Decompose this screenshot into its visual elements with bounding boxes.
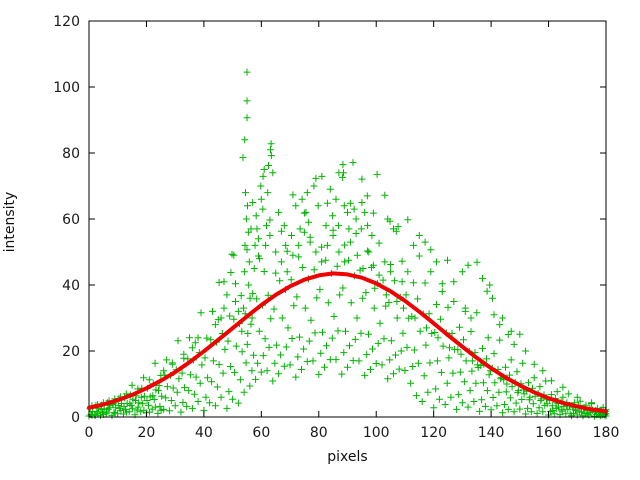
x-tick-label: 120: [420, 425, 447, 441]
x-tick-label: 180: [593, 425, 620, 441]
x-tick-label: 0: [85, 425, 94, 441]
x-tick-label: 60: [252, 425, 270, 441]
x-axis-title: pixels: [327, 449, 368, 465]
y-tick-label: 20: [62, 344, 80, 360]
y-tick-label: 80: [62, 146, 80, 162]
axes: [88, 20, 607, 418]
x-tick-label: 20: [138, 425, 156, 441]
fit-curve: [87, 271, 608, 414]
y-axis-title: intensity: [2, 191, 18, 253]
y-tick-label: 120: [53, 14, 80, 30]
y-tick-label: 100: [53, 80, 80, 96]
y-tick-label: 0: [71, 410, 80, 426]
y-tick-label: 60: [62, 212, 80, 228]
x-tick-label: 40: [195, 425, 213, 441]
scatter-points: [85, 68, 610, 420]
x-tick-label: 160: [535, 425, 562, 441]
y-tick-label: 40: [62, 278, 80, 294]
x-tick-label: 140: [478, 425, 505, 441]
tick-labels: 0 20 40 60 80 100 120 140 160 180 0 20 40 60 80 100 120: [53, 14, 619, 441]
x-tick-label: 100: [363, 425, 390, 441]
x-tick-label: 80: [310, 425, 328, 441]
